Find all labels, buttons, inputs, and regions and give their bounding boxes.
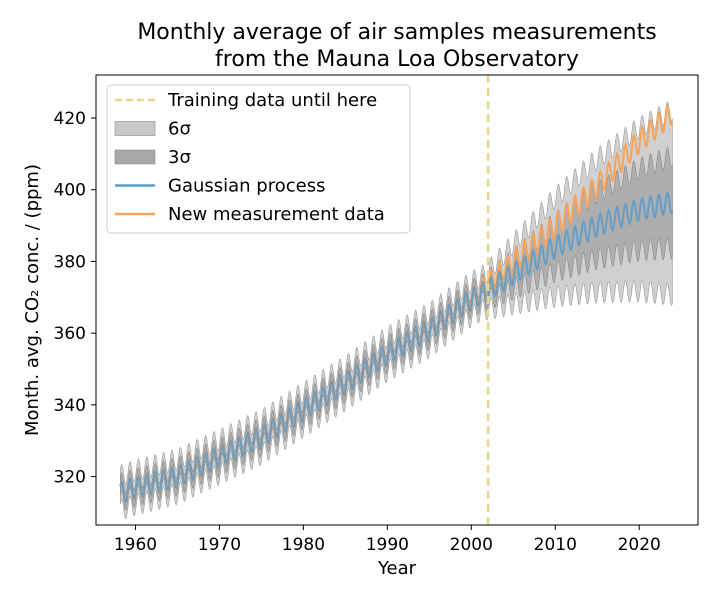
y-tick-label: 360 xyxy=(54,324,86,344)
x-tick-label: 1960 xyxy=(114,535,157,555)
legend-label: 3σ xyxy=(168,147,191,168)
y-axis: 320 340 360 380 400 420 xyxy=(54,109,96,488)
y-tick-label: 380 xyxy=(54,252,86,272)
y-tick-label: 420 xyxy=(54,109,86,129)
y-tick-label: 340 xyxy=(54,396,86,416)
y-tick-label: 320 xyxy=(54,468,86,488)
legend-label: 6σ xyxy=(168,119,191,140)
plot-frame xyxy=(95,74,699,526)
x-tick-label: 2010 xyxy=(534,535,577,555)
chart-title-line-1: Monthly average of air samples measureme… xyxy=(137,20,656,45)
y-tick-label: 400 xyxy=(54,181,86,201)
y-axis-label: Month. avg. CO₂ conc. / (ppm) xyxy=(22,164,43,436)
legend-label: New measurement data xyxy=(168,204,385,225)
x-tick-label: 1980 xyxy=(282,535,325,555)
x-tick-label: 2020 xyxy=(618,535,661,555)
x-tick-label: 1970 xyxy=(198,535,241,555)
legend-swatch-band xyxy=(114,121,156,136)
x-tick-label: 1990 xyxy=(366,535,409,555)
legend: Training data until here 6σ 3σ Gaussian pro… xyxy=(106,84,411,234)
gaussian-process-line xyxy=(119,190,674,504)
legend-box xyxy=(106,84,411,234)
x-axis-label: Year xyxy=(377,558,417,579)
x-tick-label: 2000 xyxy=(450,535,493,555)
legend-swatch-band xyxy=(114,149,156,165)
legend-label: Gaussian process xyxy=(168,176,325,197)
x-axis: 1960 1970 1980 1990 2000 2010 2020 xyxy=(114,525,661,555)
plot-area xyxy=(119,75,674,525)
legend-label: Training data until here xyxy=(167,90,377,111)
chart-title-line-2: from the Mauna Loa Observatory xyxy=(215,47,579,72)
